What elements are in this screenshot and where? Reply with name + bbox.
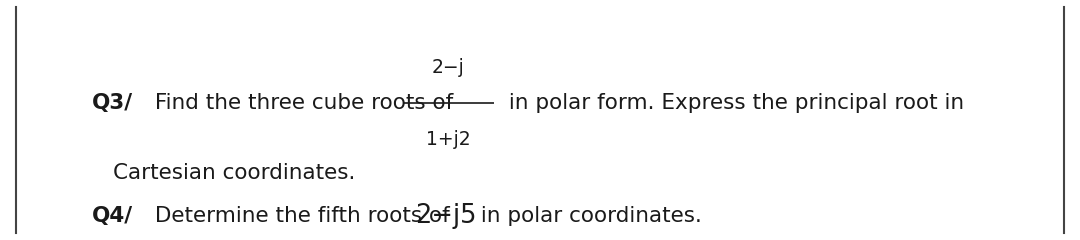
Text: 2−j5: 2−j5 — [415, 203, 476, 229]
Text: Cartesian coordinates.: Cartesian coordinates. — [113, 163, 355, 183]
Text: Q3/: Q3/ — [92, 93, 133, 113]
Text: in polar form. Express the principal root in: in polar form. Express the principal roo… — [502, 93, 964, 113]
Text: 1+j2: 1+j2 — [426, 130, 471, 149]
Text: Find the three cube roots of: Find the three cube roots of — [148, 93, 454, 113]
Text: in polar coordinates.: in polar coordinates. — [474, 206, 702, 226]
Text: Determine the fifth roots of: Determine the fifth roots of — [148, 206, 457, 226]
Text: Q4/: Q4/ — [92, 206, 133, 226]
Text: 2−j: 2−j — [432, 58, 464, 77]
